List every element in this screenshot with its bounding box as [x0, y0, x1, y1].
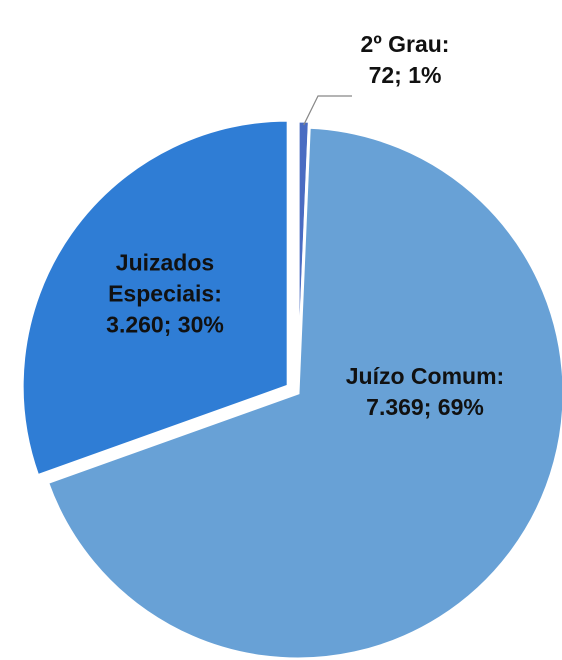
- slice-value: 3.260; 30%: [106, 311, 224, 338]
- data-label: Juízo Comum: 7.369; 69%: [340, 361, 510, 423]
- slice-value: 7.369; 69%: [366, 394, 484, 420]
- data-label: Juizados Especiais: 3.260; 30%: [75, 248, 255, 341]
- leader-line: [303, 95, 352, 126]
- slice-name: Juizados Especiais:: [108, 249, 222, 307]
- slice-name: Juízo Comum:: [345, 363, 505, 389]
- slice-name: 2º Grau:: [360, 31, 450, 57]
- slice-value: 72; 1%: [368, 62, 442, 88]
- pie-slice: [45, 125, 562, 660]
- data-label: 2º Grau: 72; 1%: [335, 29, 475, 91]
- pie-slice: [20, 118, 290, 478]
